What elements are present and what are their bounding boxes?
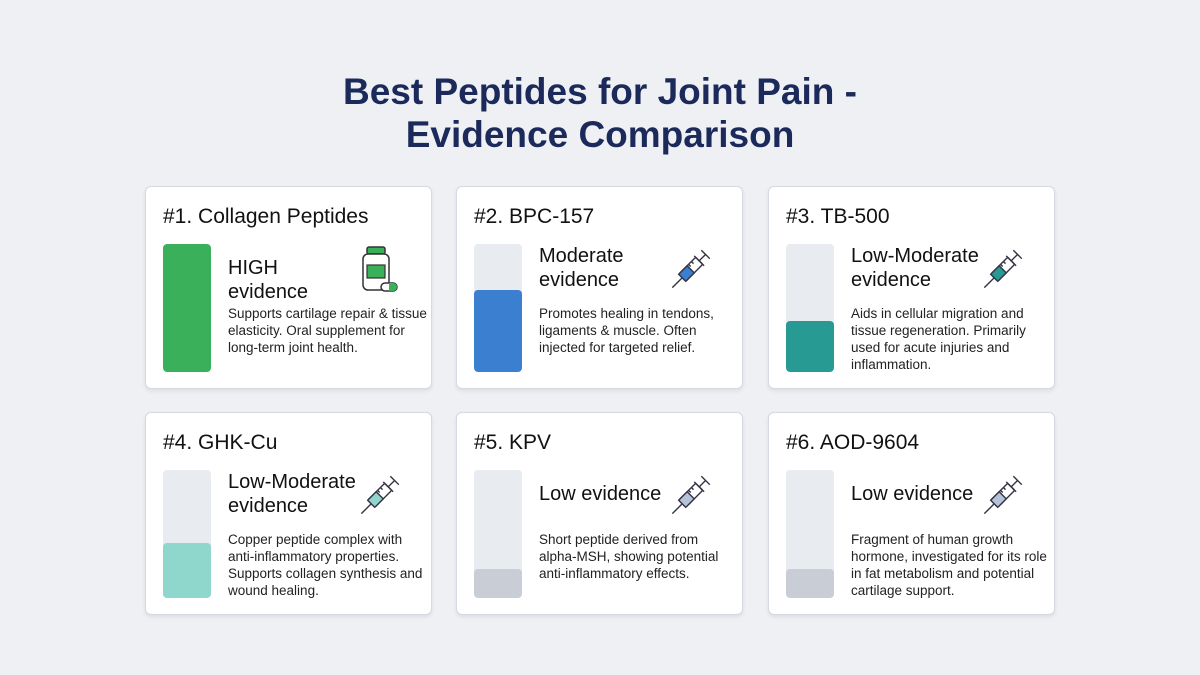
syringe-icon — [980, 245, 1024, 295]
card-description: Promotes healing in tendons, ligaments &… — [539, 306, 714, 355]
evidence-bar — [786, 244, 834, 372]
evidence-bar — [786, 470, 834, 598]
syringe-icon — [668, 471, 712, 521]
evidence-bar-fill — [163, 542, 211, 598]
card-title: #2. BPC-157 — [474, 205, 595, 228]
evidence-bar-fill — [786, 568, 834, 598]
card-title: #3. TB-500 — [786, 205, 890, 228]
peptide-card: #3. TB-500 Low-Moderate evidence Aids in… — [768, 186, 1055, 389]
evidence-bar — [163, 470, 211, 598]
evidence-level: Low evidence — [851, 483, 974, 505]
syringe-icon — [668, 245, 712, 295]
card-title: #6. AOD-9604 — [786, 431, 920, 454]
syringe-icon — [357, 471, 401, 521]
title-line-1: Best Peptides for Joint Pain - — [343, 71, 857, 112]
card-description: Short peptide derived from alpha-MSH, sh… — [539, 532, 719, 581]
evidence-bar — [163, 244, 211, 372]
evidence-bar — [474, 470, 522, 598]
card-title: #4. GHK-Cu — [163, 431, 278, 454]
evidence-bar-fill — [786, 320, 834, 372]
evidence-level: Low-Moderate evidence — [851, 245, 979, 291]
evidence-level: HIGH evidence — [228, 257, 309, 303]
peptide-card: #6. AOD-9604 Low evidence Fragment of hu… — [768, 412, 1055, 615]
peptide-card: #4. GHK-Cu Low-Moderate evidence Copper … — [145, 412, 432, 615]
evidence-bar — [474, 244, 522, 372]
card-title: #5. KPV — [474, 431, 552, 454]
card-description: Aids in cellular migration and tissue re… — [851, 306, 1026, 372]
card-description: Copper peptide complex with anti-inflamm… — [228, 532, 423, 598]
supplement-bottle-icon — [357, 245, 401, 295]
syringe-icon — [980, 471, 1024, 521]
card-description: Fragment of human growth hormone, invest… — [851, 532, 1047, 598]
evidence-level: Low evidence — [539, 483, 662, 505]
title-line-2: Evidence Comparison — [405, 114, 795, 155]
card-description: Supports cartilage repair & tissue elast… — [228, 306, 427, 355]
peptide-card: #1. Collagen Peptides HIGH evidence Supp… — [145, 186, 432, 389]
card-title: #1. Collagen Peptides — [163, 205, 369, 228]
evidence-bar-fill — [474, 568, 522, 598]
evidence-bar-fill — [163, 244, 211, 372]
peptide-card: #5. KPV Low evidence Short peptide deriv… — [456, 412, 743, 615]
evidence-level: Moderate evidence — [539, 245, 624, 291]
page-title: Best Peptides for Joint Pain - Evidence … — [0, 70, 1200, 156]
peptide-card: #2. BPC-157 Moderate evidence Promotes h… — [456, 186, 743, 389]
evidence-level: Low-Moderate evidence — [228, 471, 356, 517]
evidence-bar-fill — [474, 290, 522, 372]
